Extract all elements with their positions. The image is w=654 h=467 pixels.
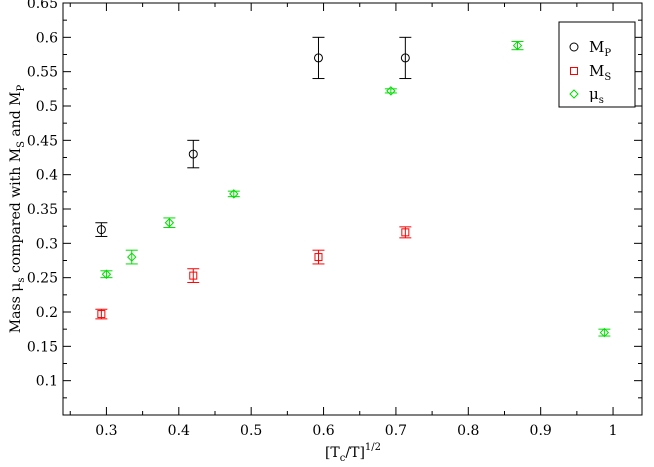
data-point	[164, 218, 175, 228]
y-tick-label: 0.2	[36, 305, 58, 321]
plot-frame	[62, 2, 643, 416]
legend-label-mp: MP	[589, 38, 611, 59]
x-tick-label: 0.9	[530, 423, 552, 439]
data-point	[314, 253, 323, 262]
series-2	[100, 40, 611, 338]
data-point	[127, 252, 137, 262]
data-point	[401, 228, 410, 237]
legend-marker-ms	[570, 67, 578, 75]
legend-marker-mus	[569, 89, 579, 99]
x-tick-label: 0.6	[312, 423, 334, 439]
x-tick-label: 0.3	[95, 423, 117, 439]
x-tick-label: 0.7	[385, 423, 407, 439]
y-tick-label: 0.15	[27, 339, 58, 355]
x-axis-title: [Tc/T]1/2	[325, 442, 381, 464]
data-point	[189, 271, 198, 280]
data-series	[95, 36, 611, 338]
y-tick-label: 0.35	[27, 202, 58, 218]
y-axis-ticks: 0.1 0.15 0.2 0.25 0.3 0.35 0.4 0.45 0.5 0.55 0.6 0.…	[27, 0, 642, 399]
x-tick-label: 0.8	[457, 423, 479, 439]
y-tick-label: 0.65	[27, 0, 58, 12]
y-axis-title: Mass μs compared with MS and MP	[8, 84, 27, 333]
data-point	[599, 327, 610, 338]
series-0	[95, 36, 412, 237]
y-tick-label: 0.3	[36, 236, 58, 252]
x-tick-label: 0.5	[240, 423, 262, 439]
legend-label-mus: μs	[589, 85, 604, 106]
data-point	[386, 86, 396, 96]
x-tick-label: 0.4	[168, 423, 190, 439]
y-tick-label: 0.1	[36, 374, 58, 390]
y-tick-label: 0.5	[36, 99, 58, 115]
data-point	[229, 189, 239, 199]
data-point	[96, 225, 106, 235]
legend-marker-mp	[569, 42, 579, 52]
y-tick-label: 0.55	[27, 65, 58, 81]
data-point	[512, 40, 523, 51]
y-tick-label: 0.45	[27, 133, 58, 149]
y-tick-label: 0.4	[36, 168, 58, 184]
y-tick-label: 0.25	[27, 271, 58, 287]
data-point	[97, 310, 106, 319]
data-point	[400, 53, 410, 63]
x-axis-ticks: 0.3 0.4 0.5 0.6 0.7 0.8 0.9 1	[69, 3, 618, 439]
data-point	[313, 53, 323, 63]
legend: MP MS μs	[558, 21, 636, 108]
data-point	[188, 149, 198, 159]
y-tick-label: 0.6	[36, 30, 58, 46]
legend-label-ms: MS	[589, 62, 611, 83]
series-1	[95, 226, 412, 320]
data-point	[101, 269, 112, 279]
x-tick-label: 1	[609, 423, 618, 439]
